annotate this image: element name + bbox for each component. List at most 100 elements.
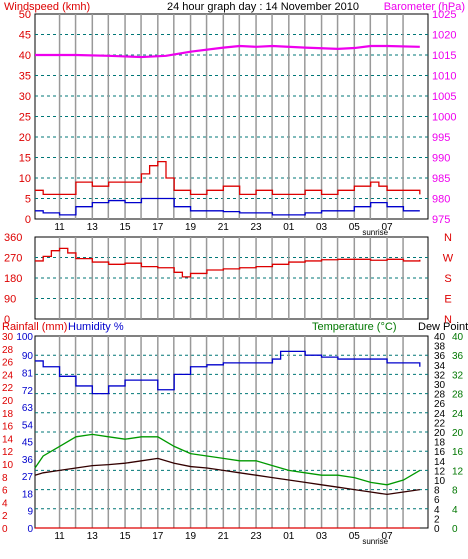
temperature-tick-label: 40 (452, 332, 464, 343)
rainfall-tick-label: 4 (2, 498, 8, 509)
dewpoint-tick-label: 14 (434, 457, 446, 468)
plot-frame (34, 13, 429, 220)
temperature-tick-label: 24 (452, 409, 464, 420)
x-tick-label: 05 (349, 531, 361, 542)
temperature-line (34, 433, 421, 486)
x-tick-label: 19 (185, 531, 197, 542)
temp-humidity-panel: 0246810121416182022242628300918273645546… (2, 332, 464, 546)
barometer-tick-label: 1020 (432, 30, 456, 42)
barometer-tick-label: 1015 (432, 50, 456, 62)
dewpoint-tick-label: 32 (434, 370, 446, 381)
barometer-tick-label: 980 (432, 194, 450, 206)
x-tick-label: 05 (349, 222, 361, 233)
rainfall-tick-label: 12 (2, 447, 14, 458)
dewpoint-tick-label: 2 (434, 514, 440, 525)
humidity-tick-label: 45 (22, 438, 34, 449)
dewpoint-tick-label: 0 (434, 524, 440, 535)
x-tick-label: 21 (218, 531, 230, 542)
dewpoint-tick-label: 34 (434, 361, 446, 372)
dewpoint-axis-label: Dew Point (418, 321, 468, 333)
dewpoint-tick-label: 12 (434, 466, 446, 477)
x-tick-label: 17 (152, 531, 164, 542)
humidity-line (35, 350, 421, 395)
chart-title: 24 hour graph day : 14 November 2010 (167, 1, 359, 13)
dewpoint-tick-label: 6 (434, 495, 440, 506)
barometer-tick-label: 1000 (432, 112, 456, 124)
wind-pressure-panel: 0510152025303540455097598098599099510001… (19, 9, 457, 237)
x-tick-label: 07 (382, 222, 394, 233)
dewpoint-tick-label: 36 (434, 351, 446, 362)
windspeed-tick-label: 30 (19, 91, 31, 103)
dewpoint-tick-label: 20 (434, 428, 446, 439)
humidity-tick-label: 36 (22, 455, 34, 466)
direction-tick-label: 180 (4, 273, 22, 285)
barometer-tick-label: 990 (432, 153, 450, 165)
rainfall-axis-label: Rainfall (mm) (2, 321, 67, 333)
dewpoint-tick-label: 38 (434, 342, 446, 353)
rainfall-tick-label: 26 (2, 358, 14, 369)
x-tick-label: 01 (283, 531, 295, 542)
direction-tick-label: 360 (4, 232, 22, 244)
x-tick-label: 13 (87, 531, 99, 542)
plot-frame (34, 335, 429, 529)
barometer-line (35, 44, 420, 59)
windspeed-tick-label: 40 (19, 50, 31, 62)
humidity-tick-label: 54 (22, 420, 34, 431)
rainfall-tick-label: 22 (2, 383, 14, 394)
x-tick-label: 01 (283, 222, 295, 233)
windspeed-tick-label: 35 (19, 71, 31, 83)
sunrise-marker: sunrise (362, 228, 388, 237)
dewpoint-tick-label: 26 (434, 399, 446, 410)
dew-point-line (34, 457, 420, 496)
temperature-tick-label: 12 (452, 466, 464, 477)
x-tick-label: 23 (251, 222, 263, 233)
humidity-tick-label: 100 (16, 332, 33, 343)
compass-tick-label: E (444, 294, 451, 306)
compass-tick-label: W (443, 253, 454, 265)
windspeed-tick-label: 5 (25, 194, 31, 206)
barometer-tick-label: 985 (432, 173, 450, 185)
windspeed-tick-label: 20 (19, 132, 31, 144)
windspeed-tick-label: 0 (25, 214, 31, 226)
dewpoint-tick-label: 10 (434, 476, 446, 487)
average-wind-line (35, 197, 420, 216)
x-tick-label: 23 (251, 531, 263, 542)
barometer-tick-label: 975 (432, 214, 450, 226)
temperature-tick-label: 16 (452, 447, 464, 458)
rainfall-tick-label: 0 (2, 524, 8, 535)
temperature-tick-label: 4 (452, 505, 458, 516)
rainfall-tick-label: 24 (2, 370, 14, 381)
barometer-tick-label: 995 (432, 132, 450, 144)
windspeed-tick-label: 45 (19, 30, 31, 42)
barometer-tick-label: 1025 (432, 9, 456, 21)
sunrise-marker: sunrise (362, 537, 388, 546)
x-tick-label: 15 (120, 531, 132, 542)
temperature-tick-label: 36 (452, 351, 464, 362)
temperature-tick-label: 8 (452, 486, 458, 497)
direction-tick-label: 90 (4, 294, 16, 306)
x-tick-label: 03 (316, 222, 328, 233)
humidity-tick-label: 27 (22, 472, 34, 483)
rainfall-tick-label: 18 (2, 409, 14, 420)
gust-wind-line (35, 160, 421, 196)
direction-tick-label: 270 (4, 253, 22, 265)
humidity-tick-label: 72 (22, 386, 34, 397)
x-tick-label: 17 (152, 222, 164, 233)
humidity-tick-label: 18 (22, 489, 34, 500)
rainfall-tick-label: 2 (2, 511, 8, 522)
temperature-tick-label: 32 (452, 370, 464, 381)
windspeed-tick-label: 25 (19, 112, 31, 124)
x-tick-label: 15 (120, 222, 132, 233)
compass-tick-label: N (444, 232, 452, 244)
x-tick-label: 03 (316, 531, 328, 542)
rainfall-tick-label: 20 (2, 396, 14, 407)
dewpoint-tick-label: 28 (434, 390, 446, 401)
windspeed-axis-label: Windspeed (kmh) (4, 1, 90, 13)
barometer-tick-label: 1010 (432, 71, 456, 83)
x-tick-label: 13 (87, 222, 99, 233)
dewpoint-tick-label: 40 (434, 332, 446, 343)
humidity-tick-label: 90 (22, 351, 34, 362)
temperature-tick-label: 20 (452, 428, 464, 439)
